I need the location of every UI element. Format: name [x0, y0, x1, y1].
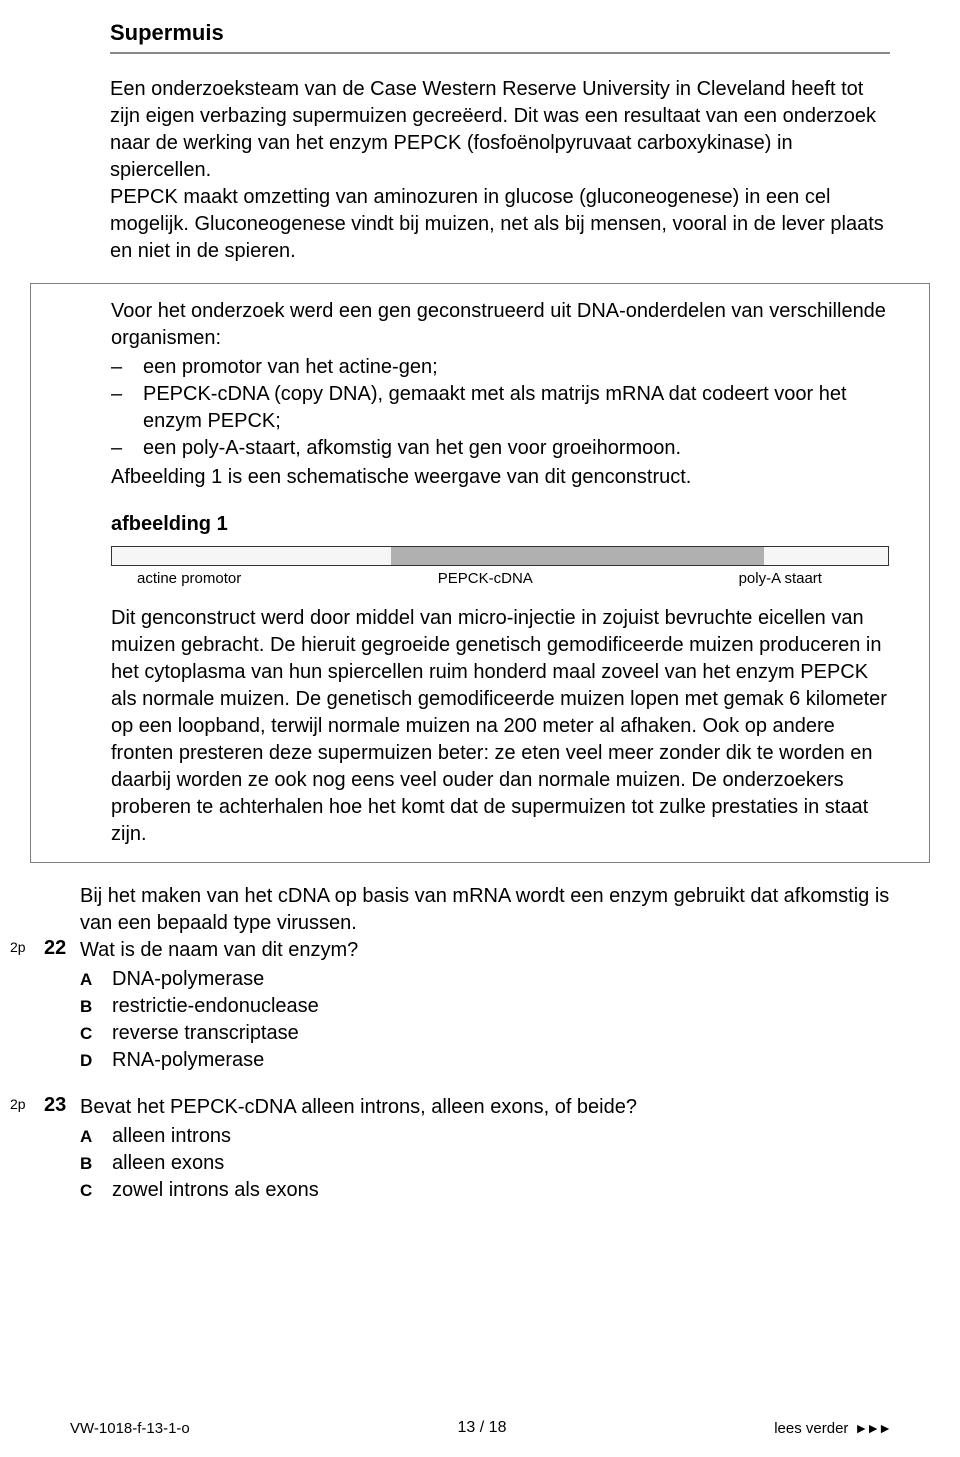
option-text: alleen exons [112, 1150, 224, 1177]
arrow-icon: ►►► [854, 1420, 890, 1436]
page-title: Supermuis [110, 20, 890, 46]
intro-part1: Een onderzoeksteam van de Case Western R… [110, 78, 876, 181]
option-c: C reverse transcriptase [80, 1020, 890, 1047]
footer-continue: lees verder ►►► [774, 1420, 890, 1437]
gene-construct-diagram [111, 546, 889, 566]
box-intro: Voor het onderzoek werd een gen geconstr… [111, 298, 889, 352]
option-b: B alleen exons [80, 1150, 890, 1177]
option-text: RNA-polymerase [112, 1047, 264, 1074]
intro-part2: PEPCK maakt omzetting van aminozuren in … [110, 186, 884, 262]
question-body: Bij het maken van het cDNA op basis van … [80, 883, 890, 1074]
segment-poly-a [764, 547, 888, 565]
box-closing: Afbeelding 1 is een schematische weergav… [111, 464, 889, 491]
option-label: B [80, 1150, 112, 1177]
option-d: D RNA-polymerase [80, 1047, 890, 1074]
option-text: alleen introns [112, 1123, 231, 1150]
question-number: 22 [44, 883, 80, 1074]
question-points: 2p [10, 883, 44, 1074]
dash-icon: – [111, 381, 143, 435]
list-item-text: PEPCK-cDNA (copy DNA), gemaakt met als m… [143, 381, 889, 435]
question-22: 2p 22 Bij het maken van het cDNA op basi… [10, 883, 890, 1074]
title-rule [110, 52, 890, 54]
diagram-label-1: actine promotor [137, 570, 438, 587]
option-b: B restrictie-endonuclease [80, 993, 890, 1020]
intro-paragraph: Een onderzoeksteam van de Case Western R… [110, 76, 890, 265]
question-intro: Bij het maken van het cDNA op basis van … [80, 883, 890, 937]
question-23: 2p 23 Bevat het PEPCK-cDNA alleen intron… [10, 1094, 890, 1204]
diagram-labels: actine promotor PEPCK-cDNA poly-A staart [111, 570, 889, 587]
question-points: 2p [10, 1094, 44, 1204]
option-label: C [80, 1020, 112, 1047]
list-item-text: een promotor van het actine-gen; [143, 354, 438, 381]
option-a: A alleen introns [80, 1123, 890, 1150]
option-label: C [80, 1177, 112, 1204]
segment-pepck-cdna [391, 547, 763, 565]
diagram-label-3: poly-A staart [739, 570, 889, 587]
question-text: Bevat het PEPCK-cDNA alleen introns, all… [80, 1094, 890, 1121]
option-a: A DNA-polymerase [80, 966, 890, 993]
option-label: A [80, 966, 112, 993]
question-number: 23 [44, 1094, 80, 1204]
footer-right-text: lees verder [774, 1420, 848, 1437]
segment-actine-promotor [112, 547, 391, 565]
option-text: DNA-polymerase [112, 966, 264, 993]
question-text: Wat is de naam van dit enzym? [80, 937, 890, 964]
dash-icon: – [111, 354, 143, 381]
list-item: – een poly-A-staart, afkomstig van het g… [111, 435, 889, 462]
list-item-text: een poly-A-staart, afkomstig van het gen… [143, 435, 681, 462]
option-c: C zowel introns als exons [80, 1177, 890, 1204]
exam-page: Supermuis Een onderzoeksteam van de Case… [0, 0, 960, 1457]
diagram-label-2: PEPCK-cDNA [438, 570, 739, 587]
option-label: D [80, 1047, 112, 1074]
info-box: Voor het onderzoek werd een gen geconstr… [30, 283, 930, 863]
option-text: restrictie-endonuclease [112, 993, 319, 1020]
option-label: A [80, 1123, 112, 1150]
list-item: – PEPCK-cDNA (copy DNA), gemaakt met als… [111, 381, 889, 435]
option-text: reverse transcriptase [112, 1020, 299, 1047]
list-item: – een promotor van het actine-gen; [111, 354, 889, 381]
page-footer: VW-1018-f-13-1-o 13 / 18 lees verder ►►► [70, 1419, 890, 1437]
dash-icon: – [111, 435, 143, 462]
question-body: Bevat het PEPCK-cDNA alleen introns, all… [80, 1094, 890, 1204]
footer-code: VW-1018-f-13-1-o [70, 1420, 190, 1437]
option-label: B [80, 993, 112, 1020]
figure-label: afbeelding 1 [111, 513, 889, 536]
option-text: zowel introns als exons [112, 1177, 319, 1204]
box-list: – een promotor van het actine-gen; – PEP… [111, 354, 889, 462]
footer-page: 13 / 18 [458, 1419, 507, 1437]
after-figure-paragraph: Dit genconstruct werd door middel van mi… [111, 605, 889, 848]
